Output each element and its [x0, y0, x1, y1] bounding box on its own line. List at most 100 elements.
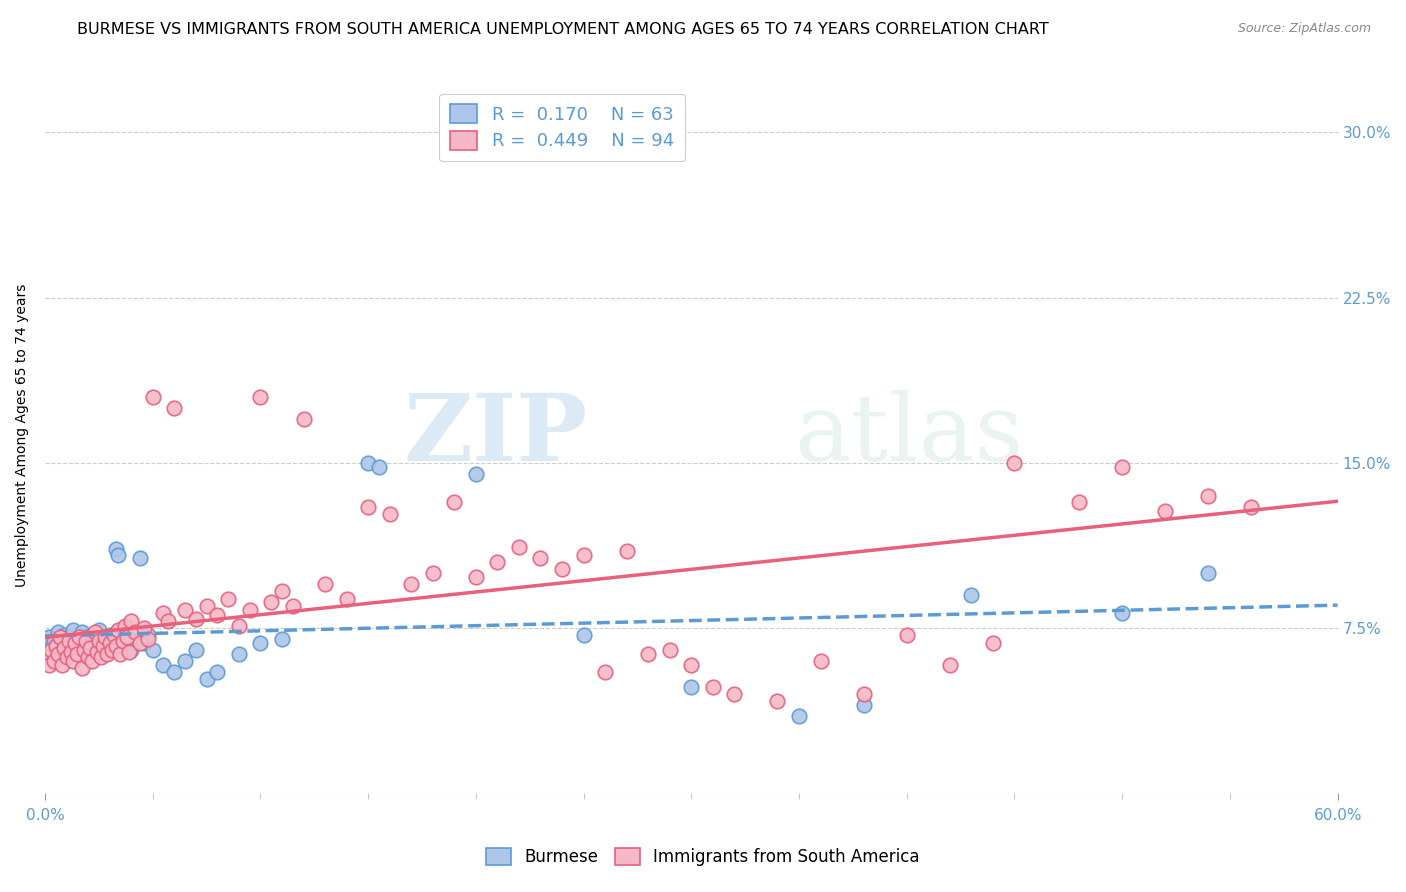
Point — [69, 632, 91, 646]
Point — [90, 649, 112, 664]
Point — [260, 594, 283, 608]
Point — [69, 630, 91, 644]
Point — [723, 687, 745, 701]
Point — [87, 624, 110, 638]
Point — [1069, 495, 1091, 509]
Point — [96, 648, 118, 662]
Legend: Burmese, Immigrants from South America: Burmese, Immigrants from South America — [479, 841, 927, 873]
Point — [163, 401, 186, 415]
Point — [41, 643, 63, 657]
Point — [120, 643, 142, 657]
Point — [77, 634, 100, 648]
Point — [100, 636, 122, 650]
Point — [111, 634, 134, 648]
Point — [138, 632, 160, 646]
Point — [207, 665, 229, 679]
Point — [83, 636, 105, 650]
Point — [37, 639, 59, 653]
Point — [142, 390, 165, 404]
Point — [399, 577, 422, 591]
Point — [572, 549, 595, 563]
Point — [152, 606, 174, 620]
Point — [90, 640, 112, 655]
Point — [1111, 606, 1133, 620]
Point — [114, 619, 136, 633]
Point — [174, 654, 197, 668]
Point — [38, 630, 60, 644]
Point — [486, 555, 509, 569]
Point — [681, 658, 703, 673]
Point — [336, 592, 359, 607]
Point — [110, 624, 132, 638]
Point — [86, 645, 108, 659]
Point — [62, 654, 84, 668]
Point — [91, 634, 114, 648]
Point — [152, 658, 174, 673]
Point — [443, 495, 465, 509]
Point — [239, 603, 262, 617]
Point — [422, 566, 444, 580]
Point — [105, 541, 128, 556]
Point — [163, 665, 186, 679]
Point — [70, 661, 93, 675]
Point — [551, 561, 574, 575]
Point — [107, 549, 129, 563]
Point — [184, 612, 207, 626]
Point — [464, 467, 486, 481]
Point — [156, 615, 179, 629]
Point — [103, 632, 125, 646]
Point — [207, 607, 229, 622]
Point — [41, 645, 63, 659]
Point — [115, 630, 138, 644]
Point — [79, 640, 101, 655]
Point — [132, 636, 155, 650]
Point — [37, 649, 59, 664]
Point — [110, 648, 132, 662]
Point — [314, 577, 336, 591]
Point — [98, 636, 121, 650]
Text: ZIP: ZIP — [404, 391, 588, 480]
Point — [75, 634, 97, 648]
Point — [128, 550, 150, 565]
Point — [357, 500, 380, 514]
Point — [616, 544, 638, 558]
Point — [292, 412, 315, 426]
Point — [46, 625, 69, 640]
Point — [249, 390, 271, 404]
Text: BURMESE VS IMMIGRANTS FROM SOUTH AMERICA UNEMPLOYMENT AMONG AGES 65 TO 74 YEARS : BURMESE VS IMMIGRANTS FROM SOUTH AMERICA… — [77, 22, 1049, 37]
Legend: R =  0.170    N = 63, R =  0.449    N = 94: R = 0.170 N = 63, R = 0.449 N = 94 — [439, 94, 685, 161]
Point — [94, 630, 117, 644]
Point — [111, 636, 134, 650]
Point — [58, 630, 80, 644]
Point — [464, 570, 486, 584]
Point — [49, 630, 72, 644]
Point — [184, 643, 207, 657]
Point — [94, 630, 117, 644]
Point — [681, 681, 703, 695]
Point — [49, 636, 72, 650]
Point — [66, 648, 89, 662]
Point — [75, 630, 97, 644]
Point — [810, 654, 832, 668]
Point — [77, 649, 100, 664]
Point — [55, 634, 77, 648]
Point — [103, 627, 125, 641]
Point — [124, 625, 146, 640]
Point — [73, 639, 96, 653]
Point — [98, 627, 121, 641]
Point — [91, 639, 114, 653]
Point — [42, 654, 65, 668]
Point — [70, 625, 93, 640]
Point — [228, 648, 250, 662]
Point — [378, 507, 401, 521]
Point — [63, 636, 86, 650]
Point — [195, 672, 218, 686]
Point — [593, 665, 616, 679]
Point — [105, 639, 128, 653]
Point — [120, 615, 142, 629]
Point — [87, 634, 110, 648]
Point — [896, 627, 918, 641]
Point — [86, 632, 108, 646]
Point — [787, 709, 810, 723]
Point — [100, 643, 122, 657]
